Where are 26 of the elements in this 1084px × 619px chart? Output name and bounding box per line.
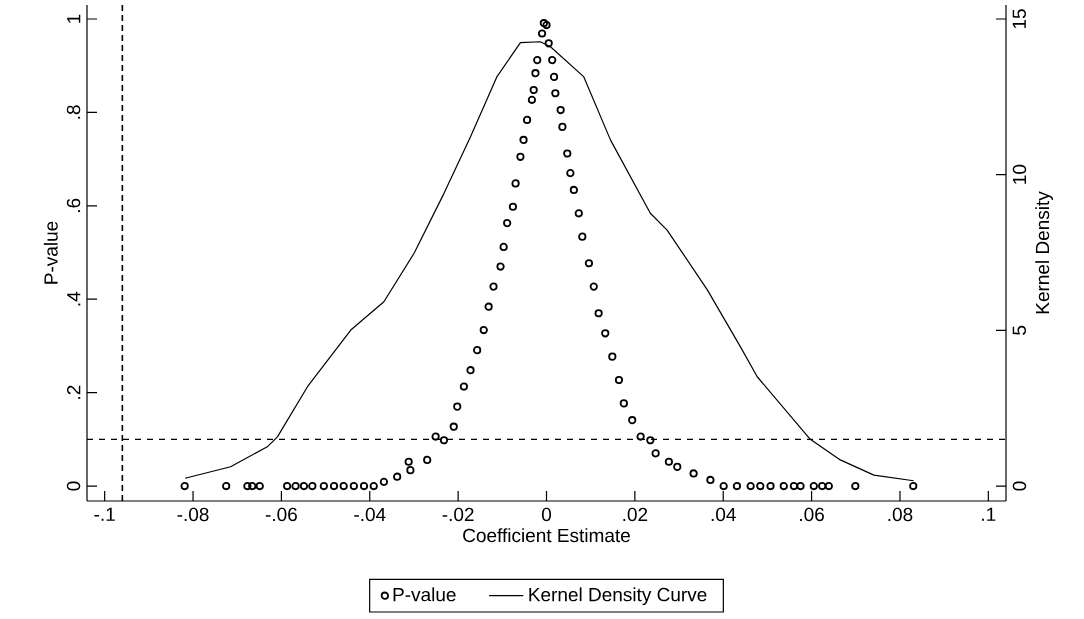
x-axis-title: Coefficient Estimate bbox=[463, 528, 630, 543]
x-tick-label: -.06 bbox=[265, 507, 297, 522]
x-tick-label: -.02 bbox=[442, 507, 474, 522]
y2-tick-label: 0 bbox=[1012, 481, 1027, 491]
y-tick-label: .2 bbox=[67, 385, 81, 399]
legend-label: Kernel Density Curve bbox=[529, 587, 707, 606]
x-tick-label: -.08 bbox=[177, 507, 209, 522]
x-tick-label: .1 bbox=[982, 507, 996, 521]
y-tick-label: .6 bbox=[66, 198, 81, 213]
x-tick-label: 0 bbox=[541, 507, 552, 522]
x-tick-label: .02 bbox=[623, 507, 648, 522]
y-tick-label: 0 bbox=[66, 481, 81, 491]
x-tick-label: .04 bbox=[711, 507, 736, 522]
x-tick-label: -.04 bbox=[354, 507, 386, 522]
x-tick-label: .06 bbox=[800, 507, 824, 522]
x-tick-label: .08 bbox=[888, 507, 913, 522]
y2-tick-label: 10 bbox=[1012, 164, 1027, 184]
y2-axis-title: Kernel Density bbox=[1035, 191, 1053, 314]
y2-tick-label: 5 bbox=[1012, 325, 1026, 335]
y2-tick-label: 15 bbox=[1012, 9, 1026, 29]
x-tick-label: -.1 bbox=[94, 507, 115, 521]
legend-label: P-value bbox=[393, 587, 456, 602]
y-axis-title: P-value bbox=[43, 221, 58, 284]
y-tick-label: 1 bbox=[67, 14, 81, 23]
y-tick-label: .4 bbox=[67, 291, 81, 306]
y-tick-label: .8 bbox=[66, 105, 81, 119]
